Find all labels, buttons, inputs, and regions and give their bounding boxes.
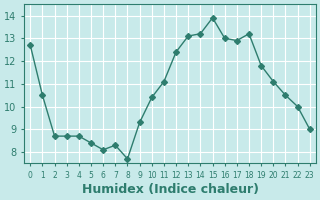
X-axis label: Humidex (Indice chaleur): Humidex (Indice chaleur) [82, 183, 259, 196]
